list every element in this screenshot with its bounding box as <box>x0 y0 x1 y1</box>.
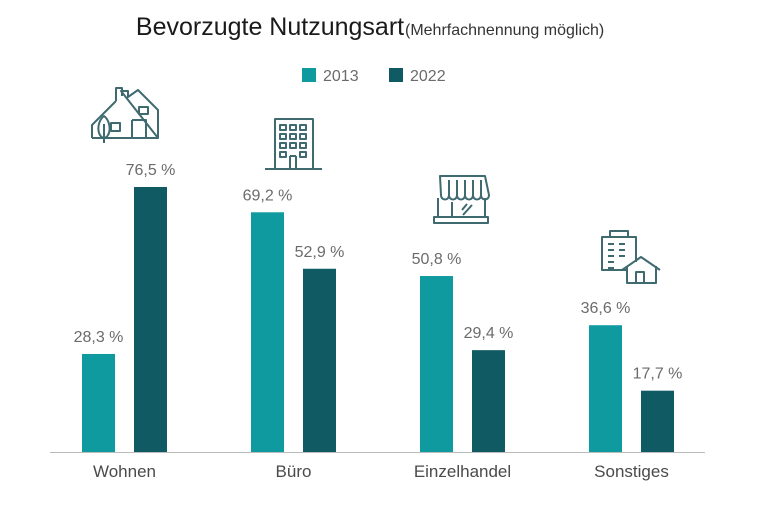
data-label: 28,3 % <box>74 329 124 346</box>
legend-swatch-2022 <box>389 68 403 82</box>
house-with-tree-icon <box>91 87 159 143</box>
data-label: 36,6 % <box>581 300 631 317</box>
category-label: Büro <box>276 462 312 481</box>
bar-büro-2013 <box>251 212 284 452</box>
data-label: 17,7 % <box>633 366 683 383</box>
data-label: 50,8 % <box>412 251 462 268</box>
bar-einzelhandel-2013 <box>420 276 453 452</box>
data-label: 52,9 % <box>295 244 345 261</box>
legend-label-2022: 2022 <box>410 68 446 85</box>
data-label: 76,5 % <box>126 162 176 179</box>
bar-sonstiges-2022 <box>641 390 674 452</box>
chart-subtitle: (Mehrfachnennung möglich) <box>405 22 604 39</box>
data-label: 29,4 % <box>464 325 514 342</box>
bar-einzelhandel-2022 <box>472 350 505 452</box>
category-label: Wohnen <box>93 462 156 481</box>
title-text: Bevorzugte Nutzungsart <box>136 13 404 41</box>
bar-büro-2022 <box>303 268 336 452</box>
legend-swatch-2013 <box>302 68 316 82</box>
shop-storefront-icon <box>433 175 490 224</box>
bar-sonstiges-2013 <box>589 325 622 452</box>
legend: 2013 2022 <box>302 68 446 85</box>
category-label: Sonstiges <box>594 462 669 481</box>
building-with-house-icon <box>601 230 661 284</box>
chart-title: Bevorzugte Nutzungsart <box>136 13 404 41</box>
category-label: Einzelhandel <box>414 462 511 481</box>
data-label: 69,2 % <box>243 187 293 204</box>
office-building-icon <box>265 118 322 170</box>
bar-wohnen-2013 <box>82 353 115 452</box>
legend-label-2013: 2013 <box>323 68 359 85</box>
bar-wohnen-2022 <box>134 187 167 452</box>
